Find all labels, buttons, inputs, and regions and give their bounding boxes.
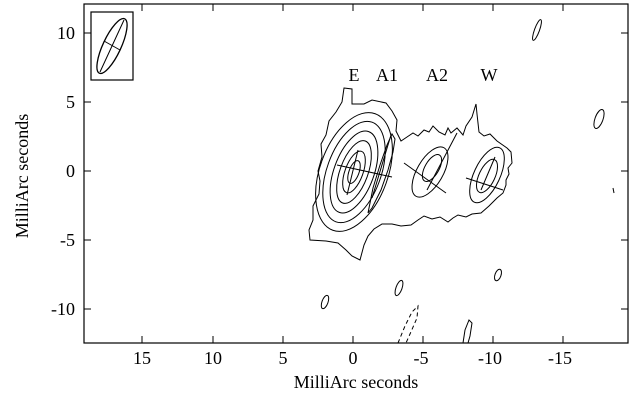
contour-blob (462, 319, 473, 344)
contour-blob (612, 187, 615, 194)
contour-envelope (308, 87, 513, 261)
contour-e-level (322, 120, 386, 224)
component-label-a1: A1 (376, 65, 398, 85)
fit-axis-w-minor (480, 156, 496, 191)
contour-negative-dashed (397, 304, 419, 344)
component-label-w: W (481, 65, 498, 85)
component-label-e: E (349, 65, 360, 85)
contour-e-level (315, 112, 393, 232)
contour-a2-inner (421, 154, 443, 182)
x-tick-label: -10 (478, 348, 502, 368)
x-tick-label: -5 (414, 348, 429, 368)
beam-minor-axis (103, 40, 121, 51)
y-tick-label: 10 (57, 23, 75, 43)
contour-e-level (329, 130, 379, 214)
fit-axis-a1 (371, 134, 392, 199)
beam-ellipse (96, 17, 128, 75)
y-tick-labels: 10 5 0 -5 -10 (51, 23, 75, 319)
component-label-a2: A2 (426, 65, 448, 85)
contour-e-level (342, 150, 366, 194)
x-tick-label: -15 (548, 348, 572, 368)
contour-blob (593, 109, 605, 129)
y-tick-label: -5 (60, 230, 75, 250)
x-tick-label: 5 (279, 348, 288, 368)
y-tick-label: 5 (66, 92, 75, 112)
fit-axis-a2-major (403, 162, 447, 194)
beam-box (90, 11, 134, 81)
contour-e-level (336, 140, 372, 204)
plot-frame (83, 3, 629, 344)
x-tick-label: 10 (204, 348, 222, 368)
x-tick-label: 0 (349, 348, 358, 368)
x-axis-title: MilliArc seconds (294, 372, 418, 392)
y-tick-marks (84, 32, 628, 310)
contour-map (308, 19, 615, 344)
x-tick-marks (141, 4, 564, 343)
y-tick-label: -10 (51, 299, 75, 319)
contour-a1 (367, 132, 396, 214)
fit-axis-w-major (465, 177, 504, 191)
contour-w-outer (469, 146, 505, 204)
fit-axis-e-major (336, 164, 393, 178)
contour-w-inner (475, 158, 499, 194)
fit-axis-a2-minor (426, 132, 458, 191)
x-tick-label: 15 (133, 348, 151, 368)
y-tick-label: 0 (66, 161, 75, 181)
component-labels: E A1 A2 W (349, 65, 498, 85)
contour-a2-outer (411, 146, 449, 198)
y-axis-title: MilliArc seconds (12, 114, 32, 238)
beam-inset (90, 11, 134, 81)
contour-blob (532, 19, 542, 41)
x-tick-labels: 15 10 5 0 -5 -10 -15 (133, 348, 572, 368)
fit-axis-e-minor (346, 149, 359, 196)
contour-blob (394, 279, 404, 297)
contour-blob (494, 268, 502, 282)
contour-blob (320, 294, 330, 310)
